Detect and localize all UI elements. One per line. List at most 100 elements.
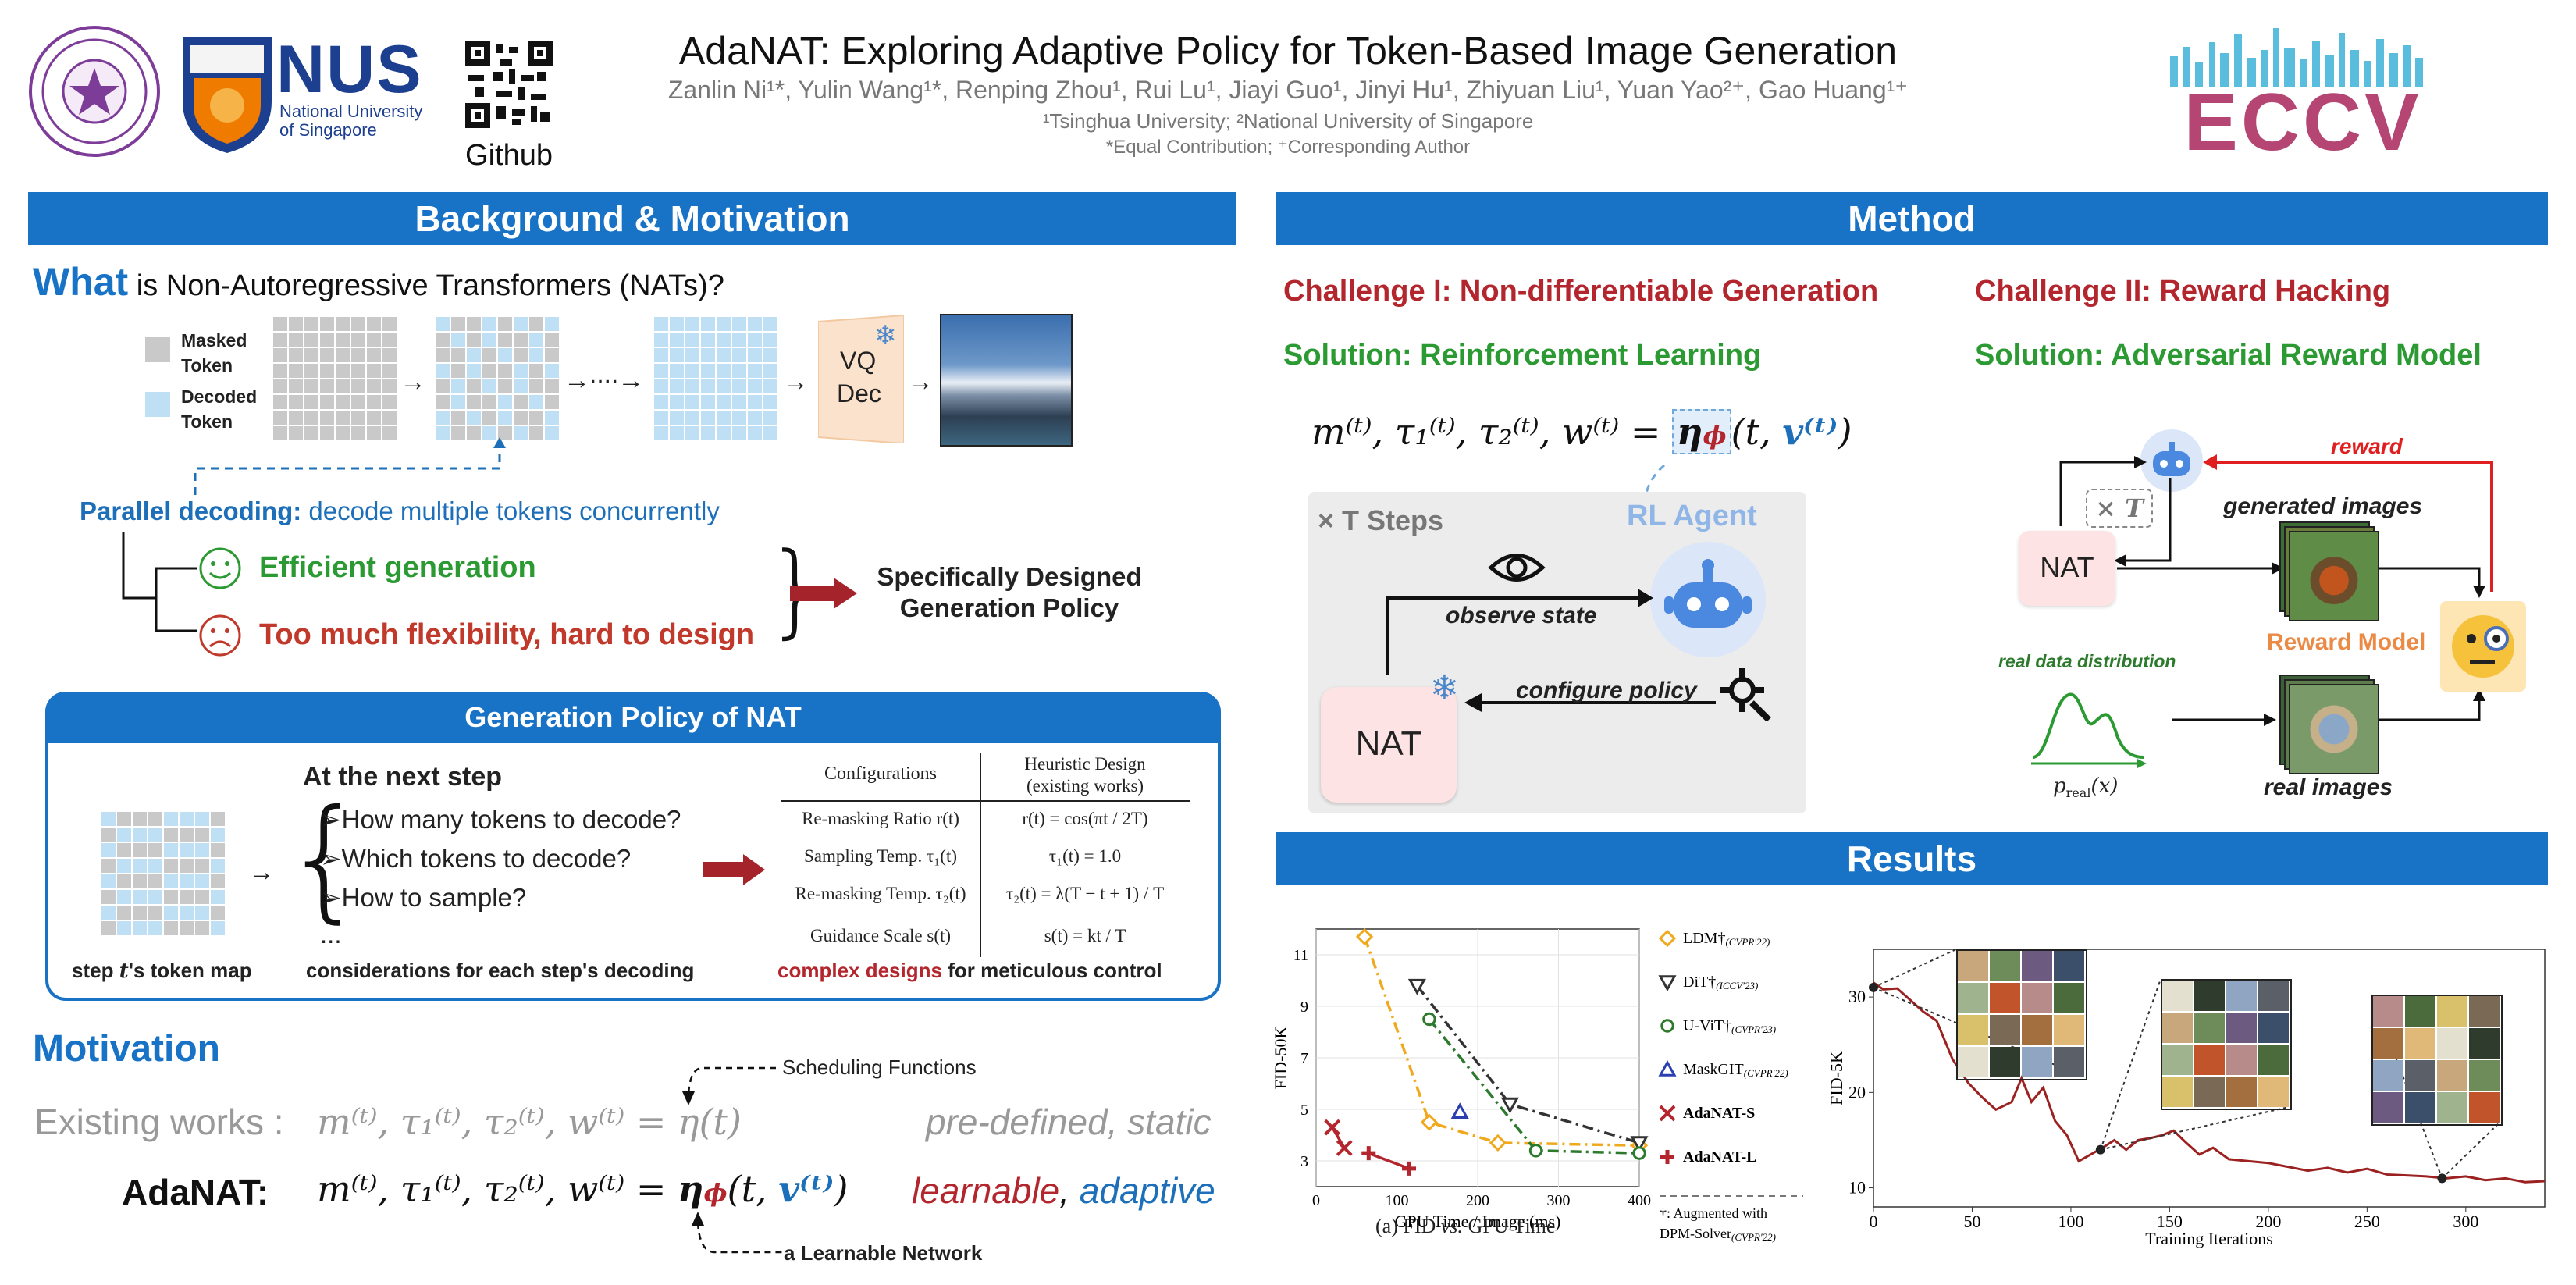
adanat-args-post: ) — [834, 1168, 849, 1210]
token-cell — [367, 411, 381, 425]
data-point — [1422, 1012, 1436, 1027]
masked-token-swatch — [145, 337, 170, 362]
existing-works-label: Existing works : — [34, 1102, 284, 1142]
github-label[interactable]: Github — [465, 139, 553, 172]
token-cell — [101, 859, 116, 873]
token-cell — [289, 411, 303, 425]
token-cell — [701, 411, 715, 425]
sample-image — [2405, 996, 2435, 1027]
legend-entry: DiT†(ICCV'23) — [1683, 974, 1758, 991]
method-phi: ϕ — [1703, 421, 1727, 450]
token-cell — [195, 921, 209, 935]
token-cell — [164, 906, 178, 920]
tree-branch — [122, 532, 197, 632]
token-cell — [304, 333, 318, 347]
generation-policy-text: Generation Policy — [899, 593, 1119, 622]
token-cell — [164, 828, 178, 842]
left-brace: { — [283, 781, 368, 936]
token-cell — [164, 843, 178, 857]
token-cell — [101, 812, 116, 826]
legend-entry: MaskGIT(CVPR'22) — [1683, 1061, 1788, 1079]
sample-image — [2194, 1045, 2225, 1075]
arrow-icon: → — [400, 367, 426, 397]
contribution-note: *Equal Contribution; ⁺Corresponding Auth… — [1105, 137, 1471, 158]
token-cell — [654, 395, 668, 409]
token-cell — [763, 317, 777, 331]
token-cell — [195, 906, 209, 920]
token-cell — [117, 812, 131, 826]
dec-label: Dec — [837, 379, 881, 408]
sample-image — [2162, 1013, 2193, 1043]
token-cell — [304, 426, 318, 440]
data-point — [1659, 1105, 1676, 1122]
token-cell — [117, 890, 131, 904]
token-cell — [514, 333, 528, 347]
token-cell — [304, 364, 318, 378]
token-cell — [732, 426, 746, 440]
adaptive-word: adaptive — [1079, 1170, 1215, 1211]
parallel-bold: Parallel decoding: — [80, 497, 302, 525]
token-cell — [382, 317, 397, 331]
sample-image — [1958, 1047, 1988, 1077]
x-tick-label: 300 — [2453, 1212, 2478, 1231]
image-thumbnail — [2289, 684, 2379, 774]
token-cell — [514, 411, 528, 425]
nat-label-left: NAT — [1355, 724, 1422, 763]
efficient-generation-text: Efficient generation — [259, 551, 536, 584]
real-data-dist-label: real data distribution — [1998, 651, 2176, 671]
what-word: What — [33, 260, 129, 304]
token-cell — [180, 812, 194, 826]
considerations-caption: considerations for each step's decoding — [306, 959, 695, 982]
token-cell — [211, 874, 225, 888]
question-4: ... — [320, 920, 342, 949]
token-cell — [320, 395, 334, 409]
token-cell — [654, 411, 668, 425]
sample-image — [2022, 951, 2052, 981]
token-cell — [164, 890, 178, 904]
token-cell — [701, 348, 715, 362]
p-real-p: p — [2053, 774, 2066, 798]
token-cell — [545, 364, 559, 378]
learnable-net-pointer — [692, 1212, 785, 1254]
github-qr-code[interactable] — [465, 41, 553, 128]
token-cell — [436, 426, 450, 440]
token-cell — [148, 921, 162, 935]
data-point — [1355, 927, 1374, 946]
vq-label: VQ — [840, 347, 877, 375]
legend-venue: (CVPR'22) — [1744, 1067, 1788, 1079]
sample-grid-1 — [1956, 949, 2087, 1080]
token-cell — [670, 411, 684, 425]
token-cell — [654, 317, 668, 331]
token-cell — [382, 348, 397, 362]
token-cell — [529, 348, 543, 362]
reward-model-label: Reward Model — [2267, 629, 2426, 655]
token-map-caption: step t's token map — [72, 959, 252, 983]
token-cell — [436, 348, 450, 362]
sample-image — [2405, 1092, 2435, 1123]
x-tick-label: 0 — [1870, 1212, 1878, 1231]
table-row-design: τ₁(t) = 1.0 — [1048, 846, 1122, 866]
legend-venue: (CVPR'22) — [1725, 936, 1770, 948]
token-cell — [498, 426, 512, 440]
sample-image — [2194, 1013, 2225, 1043]
method-args: (t, — [1731, 411, 1783, 453]
token-cell — [545, 317, 559, 331]
token-cell — [148, 859, 162, 873]
nus-logo-text: NUS — [276, 32, 423, 107]
token-cell — [273, 317, 287, 331]
adanat-formula: m⁽ᵗ⁾, τ₁⁽ᵗ⁾, τ₂⁽ᵗ⁾, w⁽ᵗ⁾ = ηϕ(t, v⁽ᵗ⁾) — [317, 1168, 848, 1210]
sad-face-icon — [198, 614, 242, 657]
token-cell — [148, 812, 162, 826]
method-formula-lhs: m⁽ᵗ⁾, τ₁⁽ᵗ⁾, τ₂⁽ᵗ⁾, w⁽ᵗ⁾ = — [1311, 411, 1661, 453]
token-cell — [133, 828, 147, 842]
data-point — [1402, 1161, 1417, 1176]
section-header-method: Method — [1276, 192, 2548, 245]
comma: , — [1059, 1170, 1070, 1211]
token-cell — [654, 426, 668, 440]
token-cell — [763, 411, 777, 425]
sample-image — [2022, 1047, 2052, 1077]
token-cell — [382, 364, 397, 378]
sample-image — [2226, 1013, 2257, 1043]
token-cell — [732, 379, 746, 393]
token-cell — [748, 317, 762, 331]
